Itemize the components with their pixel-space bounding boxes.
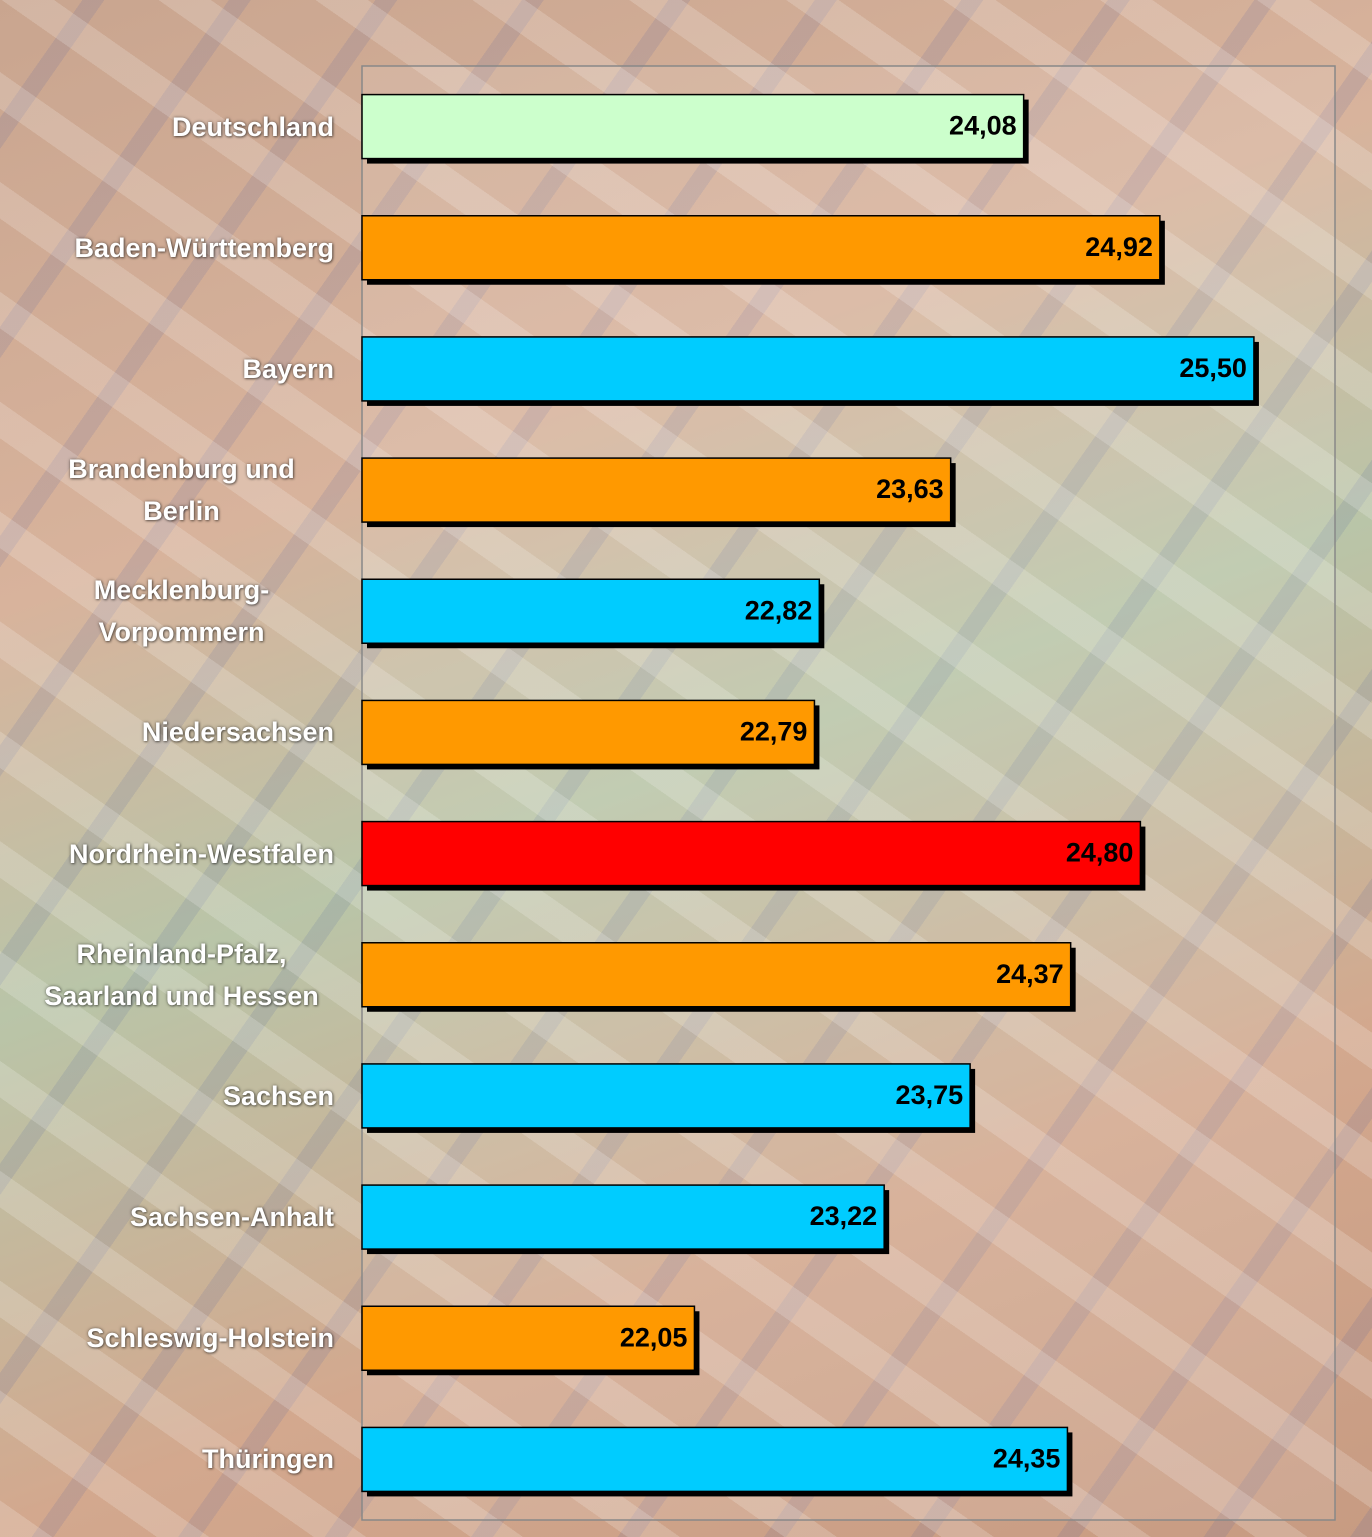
value-label: 22,05 [620,1322,688,1352]
value-label: 24,08 [949,111,1017,141]
bar [361,1184,885,1250]
category-label: Thüringen [202,1444,334,1475]
bar [361,336,1255,402]
category-label-box: Baden-Württemberg [10,188,334,308]
value-label: 24,80 [1066,838,1134,868]
value-label: 23,75 [896,1080,964,1110]
bar [361,820,1142,887]
category-label-box: Niedersachsen [10,672,334,792]
category-label: Sachsen [222,1080,334,1111]
value-label: 23,63 [876,474,944,504]
value-label: 25,50 [1179,353,1247,383]
plot-area [361,65,1336,1521]
bar [361,457,952,523]
value-label: 23,22 [810,1201,878,1231]
category-label-box: Sachsen-Anhalt [10,1157,334,1277]
value-label: 24,92 [1085,232,1153,262]
category-label: Baden-Württemberg [74,232,334,263]
bar [361,1426,1069,1493]
category-label-box: Brandenburg und Berlin [10,430,334,550]
category-label-box: Mecklenburg-Vorpommern [10,551,334,671]
category-label-box: Rheinland-Pfalz, Saarland und Hessen [10,915,334,1035]
category-label-box: Deutschland [10,67,334,187]
bar [361,578,821,644]
category-label-box: Bayern [10,309,334,429]
category-label: Bayern [242,353,334,384]
category-label: Niedersachsen [141,717,334,748]
value-label: 24,35 [993,1444,1061,1474]
category-label: Deutschland [171,111,334,142]
category-label: Nordrhein-Westfalen [68,838,334,869]
bar [361,1305,696,1371]
category-label: Brandenburg und Berlin [68,454,295,527]
category-label: Rheinland-Pfalz, Saarland und Hessen [44,938,319,1011]
bar [361,699,816,766]
bar [361,1063,971,1129]
category-label-box: Sachsen [10,1036,334,1156]
category-label-box: Thüringen [10,1399,334,1519]
value-label: 22,82 [745,595,813,625]
category-label: Schleswig-Holstein [86,1323,334,1354]
category-label-box: Nordrhein-Westfalen [10,794,334,914]
bar [361,93,1025,160]
category-label-box: Schleswig-Holstein [10,1278,334,1398]
category-label: Sachsen-Anhalt [129,1202,334,1233]
value-label: 24,37 [996,959,1064,989]
value-label: 22,79 [740,717,808,747]
category-label: Mecklenburg-Vorpommern [93,575,270,648]
bar [361,942,1072,1008]
bar [361,215,1161,281]
